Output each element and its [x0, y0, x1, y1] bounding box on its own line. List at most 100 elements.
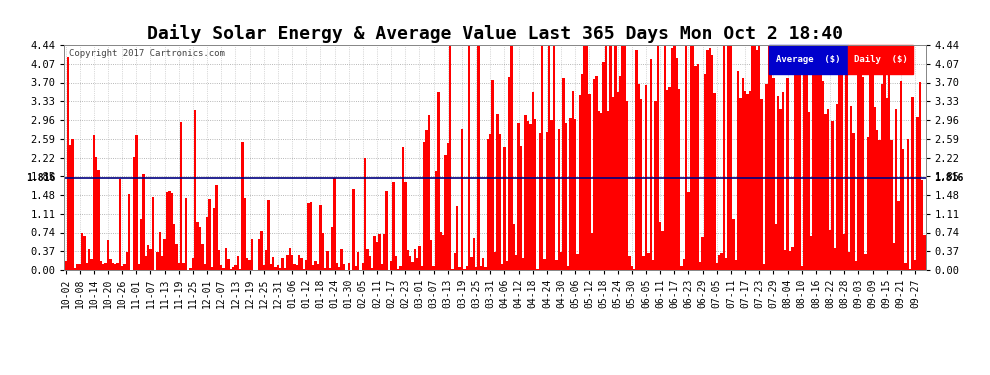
Bar [895, 108, 897, 270]
Bar [185, 198, 187, 270]
Bar [919, 82, 921, 270]
Bar [593, 79, 595, 270]
Bar [841, 45, 843, 270]
Bar [426, 130, 428, 270]
Bar [782, 92, 784, 270]
Bar [716, 264, 718, 270]
Bar [248, 260, 250, 270]
Bar [319, 205, 322, 270]
Bar [924, 235, 926, 270]
Bar [827, 109, 829, 270]
Bar [168, 191, 170, 270]
Bar [119, 179, 121, 270]
Bar [114, 264, 116, 270]
Bar [508, 77, 510, 270]
Bar [208, 199, 211, 270]
Bar [218, 250, 220, 270]
Bar [317, 264, 319, 270]
Bar [871, 74, 874, 270]
Bar [477, 45, 480, 270]
Bar [334, 178, 336, 270]
Bar [600, 113, 602, 270]
Bar [312, 265, 315, 270]
Bar [308, 203, 310, 270]
Bar [735, 260, 737, 270]
Bar [758, 45, 760, 270]
Bar [173, 224, 175, 270]
Bar [912, 97, 914, 270]
Bar [869, 45, 871, 270]
Bar [383, 234, 385, 270]
Bar [170, 194, 173, 270]
Bar [161, 256, 163, 270]
Bar [685, 45, 687, 270]
Bar [180, 122, 182, 270]
Bar [267, 201, 269, 270]
Bar [392, 182, 395, 270]
Bar [626, 101, 629, 270]
Bar [552, 45, 555, 270]
Bar [510, 45, 513, 270]
Bar [740, 99, 742, 270]
Bar [458, 267, 460, 270]
Bar [85, 263, 88, 270]
Bar [133, 157, 136, 270]
Bar [361, 263, 364, 270]
Bar [438, 92, 440, 270]
Bar [199, 226, 201, 270]
Bar [796, 45, 798, 270]
Bar [569, 118, 571, 270]
Bar [595, 76, 598, 270]
Bar [728, 45, 730, 270]
Bar [815, 58, 817, 270]
Bar [192, 258, 194, 270]
Bar [257, 239, 260, 270]
Bar [916, 117, 919, 270]
Bar [786, 78, 789, 270]
Bar [537, 268, 539, 270]
Bar [574, 119, 576, 270]
Bar [430, 240, 433, 270]
Bar [196, 222, 199, 270]
Bar [189, 268, 192, 270]
Bar [76, 264, 78, 270]
Bar [296, 265, 298, 270]
Bar [866, 137, 869, 270]
Bar [721, 253, 723, 270]
Text: Average  ($): Average ($) [776, 55, 841, 64]
Bar [820, 75, 822, 270]
Bar [112, 263, 114, 270]
Bar [888, 48, 890, 270]
Bar [579, 94, 581, 270]
Bar [472, 238, 475, 270]
Bar [83, 236, 85, 270]
Bar [612, 97, 614, 270]
Bar [588, 94, 591, 270]
Bar [147, 244, 149, 270]
Bar [156, 252, 158, 270]
Bar [126, 252, 128, 270]
Bar [525, 115, 527, 270]
Bar [779, 108, 782, 270]
Bar [216, 185, 218, 270]
Bar [149, 249, 151, 270]
Bar [897, 201, 900, 270]
Bar [378, 234, 380, 270]
Bar [116, 263, 119, 270]
Bar [798, 45, 801, 270]
Bar [376, 242, 378, 270]
Bar [66, 57, 69, 270]
Bar [666, 90, 668, 270]
Bar [175, 244, 177, 270]
Bar [158, 232, 161, 270]
Bar [293, 264, 296, 270]
Bar [557, 129, 560, 270]
Bar [220, 266, 223, 270]
Bar [341, 249, 343, 270]
Bar [622, 45, 624, 270]
Bar [564, 123, 567, 270]
Bar [239, 269, 242, 270]
Bar [909, 269, 912, 270]
Bar [352, 189, 354, 270]
Bar [487, 140, 489, 270]
